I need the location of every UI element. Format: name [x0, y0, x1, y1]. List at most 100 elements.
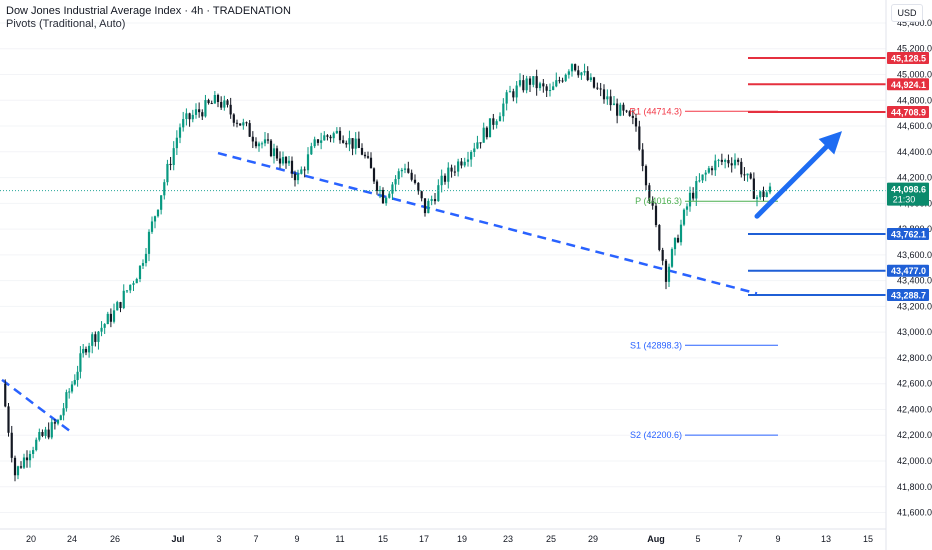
candle-body: [586, 71, 589, 81]
candle-body: [16, 466, 20, 476]
candle-body: [525, 78, 528, 91]
candle-body: [701, 174, 704, 181]
candle-body: [589, 77, 592, 81]
candle-body: [552, 86, 555, 90]
time-tick-label: 5: [695, 534, 700, 544]
candle-body: [482, 127, 485, 143]
candle-body: [599, 88, 602, 90]
candle-body: [704, 172, 707, 175]
candle-body: [65, 392, 68, 409]
candle-body: [303, 169, 306, 171]
candle-body: [372, 168, 376, 182]
candle-body: [150, 221, 154, 232]
candle-body: [567, 71, 570, 75]
candle-body: [710, 168, 714, 171]
candle-body: [427, 200, 430, 214]
candle-body: [100, 327, 103, 332]
candle-body: [166, 163, 169, 183]
candle-body: [68, 391, 71, 393]
time-tick-label: 7: [737, 534, 742, 544]
candle-body: [35, 439, 38, 451]
candle-body: [561, 80, 564, 82]
candle-body: [724, 159, 727, 162]
candle-body: [625, 110, 628, 112]
candle-body: [147, 231, 151, 254]
candle-body: [156, 209, 160, 217]
candle-body: [437, 185, 440, 202]
candle-body: [746, 173, 749, 176]
price-tick-label: 42,400.0: [897, 404, 932, 414]
candle-body: [577, 70, 580, 76]
candle-body: [440, 175, 443, 186]
candle-body: [345, 142, 348, 145]
candle-body: [485, 127, 488, 138]
candle-body: [492, 118, 495, 125]
candle-body: [153, 216, 157, 222]
candle-body: [638, 126, 641, 150]
candle-body: [182, 119, 185, 128]
candle-body: [73, 380, 76, 385]
candle-body: [178, 127, 182, 138]
candle-body: [508, 91, 512, 93]
trendline-2[interactable]: [217, 151, 758, 295]
candle-body: [583, 71, 586, 73]
candle-body: [670, 249, 674, 267]
resistance-2-badge: [887, 78, 929, 91]
candle-body: [564, 74, 567, 81]
candle-body: [28, 453, 32, 461]
price-tick-label: 44,800.0: [897, 95, 932, 105]
candle-body: [512, 91, 515, 98]
candle-body: [188, 113, 191, 120]
candle-body: [558, 80, 561, 82]
candle-body: [460, 161, 463, 166]
candle-body: [103, 324, 106, 328]
candle-body: [679, 224, 683, 243]
candle-body: [342, 140, 345, 143]
candle-body: [62, 408, 65, 416]
candle-body: [56, 419, 60, 424]
candle-body: [122, 290, 125, 309]
candle-body: [132, 283, 135, 285]
candle-body: [338, 130, 342, 141]
price-tick-label: 43,600.0: [897, 250, 932, 260]
candle-body: [116, 302, 119, 311]
bullish-arrow[interactable]: [754, 144, 829, 219]
candle-body: [44, 429, 47, 436]
candle-body: [616, 103, 619, 116]
candle-body: [654, 205, 658, 226]
candle-body: [714, 160, 717, 171]
time-tick-label: Aug: [647, 534, 665, 544]
support-3-badge: [887, 288, 929, 301]
candle-body: [144, 253, 148, 264]
candle-body: [22, 457, 26, 468]
candle-body: [229, 104, 232, 115]
candle-body: [682, 209, 686, 225]
resistance-1-badge: [887, 51, 929, 64]
candle-body: [430, 199, 433, 201]
candle-body: [592, 77, 596, 88]
candle-body: [163, 182, 166, 196]
candle-body: [194, 109, 198, 115]
currency-selector[interactable]: USD: [891, 4, 923, 22]
candle-body: [232, 114, 235, 123]
time-tick-label: 15: [863, 534, 873, 544]
indicator-legend[interactable]: Pivots (Traditional, Auto): [6, 18, 126, 30]
time-tick-label: 3: [216, 534, 221, 544]
candle-body: [129, 284, 132, 291]
candle-body: [733, 159, 737, 166]
candle-body: [522, 80, 525, 91]
candle-body: [316, 139, 320, 143]
candle-body: [323, 135, 326, 141]
candle-body: [727, 159, 730, 164]
candle-body: [400, 169, 403, 172]
candle-body: [245, 122, 248, 124]
candle-body: [210, 103, 213, 105]
support-3-value: 43,288.7: [891, 290, 926, 300]
candle-body: [450, 167, 453, 172]
trendline-1[interactable]: [1, 378, 73, 434]
candle-body: [248, 123, 251, 137]
candle-body: [688, 192, 692, 207]
candle-body: [397, 171, 400, 180]
candle-body: [403, 168, 407, 170]
